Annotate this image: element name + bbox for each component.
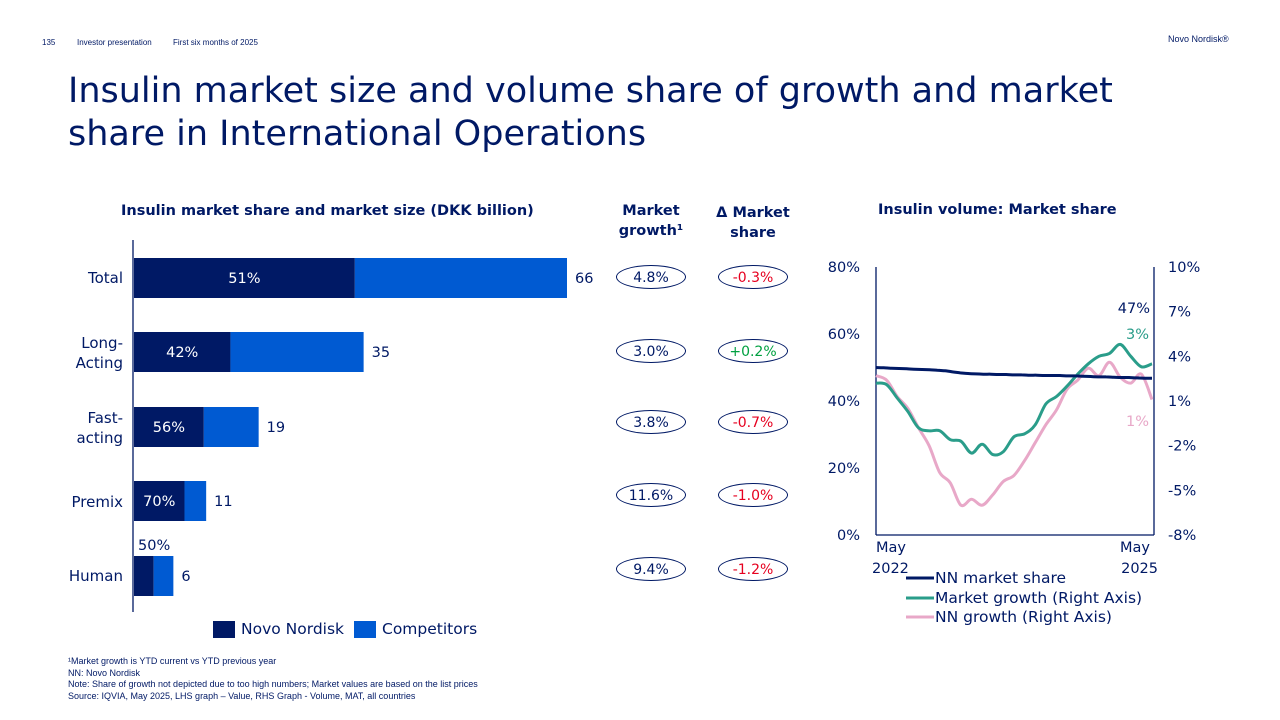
category-label-human: Human bbox=[68, 567, 123, 585]
footnote-3: Note: Share of growth not depicted due t… bbox=[68, 679, 478, 689]
left-tick-label: 40% bbox=[828, 394, 860, 410]
right-tick-label: 10% bbox=[1168, 260, 1200, 276]
right-tick-label: 4% bbox=[1168, 349, 1191, 365]
line-market-growth bbox=[875, 342, 1153, 457]
bar-share-label-premix: 70% bbox=[143, 494, 175, 510]
legend-label-1: Market growth (Right Axis) bbox=[935, 589, 1142, 607]
category-label-total: Total bbox=[87, 269, 123, 287]
bar-share-label-total: 51% bbox=[228, 271, 260, 287]
right-tick-label: -8% bbox=[1168, 528, 1196, 544]
delta-pill-human: -1.2% bbox=[718, 557, 788, 581]
right-tick-label: -2% bbox=[1168, 439, 1196, 455]
right-tick-label: -5% bbox=[1168, 483, 1196, 499]
delta-share-header: Δ Market share bbox=[716, 205, 790, 241]
legend-swatch-competitors bbox=[354, 621, 376, 638]
bar-total-label-premix: 11 bbox=[214, 494, 232, 510]
growth-pill-human: 9.4% bbox=[616, 557, 686, 581]
growth-pill-fast-acting: 3.8% bbox=[616, 410, 686, 434]
bar-novo-long-acting bbox=[134, 332, 231, 372]
end-label-market-growth: 3% bbox=[1126, 327, 1149, 343]
bar-competitors-human bbox=[153, 556, 174, 596]
bar-chart: 51% 66 42% 35 56% 19 70% 11 50% 6 bbox=[132, 240, 593, 612]
line-chart: 0% 20% 40% 60% 80% -8% -5% -2% 1% 4% 7% 10% May 2022 M… bbox=[828, 260, 1200, 626]
legend-label-0: NN market share bbox=[935, 569, 1066, 587]
legend-label-2: NN growth (Right Axis) bbox=[935, 608, 1112, 626]
line-chart-title: Insulin volume: Market share bbox=[878, 202, 1117, 218]
growth-pill-premix: 11.6% bbox=[616, 483, 686, 507]
footnotes: ¹Market growth is YTD current vs YTD pre… bbox=[68, 656, 478, 702]
bar-competitors-fast-acting bbox=[203, 407, 259, 447]
footnote-4: Source: IQVIA, May 2025, LHS graph – Val… bbox=[68, 690, 416, 701]
delta-pill-long-acting: +0.2% bbox=[718, 339, 788, 363]
bar-competitors-long-acting bbox=[230, 332, 364, 372]
page-title: Insulin market size and volume share of … bbox=[68, 71, 1113, 154]
delta-pill-total: -0.3% bbox=[718, 265, 788, 289]
left-tick-label: 80% bbox=[828, 260, 860, 276]
page-number: 135 bbox=[42, 38, 56, 47]
category-label-premix: Premix bbox=[71, 493, 123, 511]
right-tick-label: 1% bbox=[1168, 394, 1191, 410]
legend-label-novo: Novo Nordisk bbox=[241, 620, 345, 638]
bar-novo-human bbox=[134, 556, 154, 596]
line-nn-growth bbox=[875, 360, 1154, 508]
bar-total-label-human: 6 bbox=[181, 569, 190, 585]
bar-total-label-long-acting: 35 bbox=[372, 345, 390, 361]
footnote-1: ¹Market growth is YTD current vs YTD pre… bbox=[68, 656, 277, 666]
delta-pill-fast-acting: -0.7% bbox=[718, 410, 788, 434]
category-label-long-acting: Long- Acting bbox=[75, 334, 123, 372]
delta-pill-premix: -1.0% bbox=[718, 483, 788, 507]
doc-type: Investor presentation bbox=[77, 38, 152, 47]
left-tick-label: 60% bbox=[828, 327, 860, 343]
growth-pill-total: 4.8% bbox=[616, 265, 686, 289]
legend-label-competitors: Competitors bbox=[382, 620, 478, 638]
growth-pill-long-acting: 3.0% bbox=[616, 339, 686, 363]
end-label-nn-growth: 1% bbox=[1126, 414, 1149, 430]
left-tick-label: 20% bbox=[828, 461, 860, 477]
bar-competitors-premix bbox=[184, 481, 207, 521]
left-tick-label: 0% bbox=[837, 528, 860, 544]
footnote-2: NN: Novo Nordisk bbox=[68, 667, 141, 678]
end-label-nn-share: 47% bbox=[1118, 301, 1150, 317]
x-tick-start-year: 2022 bbox=[872, 561, 909, 577]
brand-label: Novo Nordisk® bbox=[1168, 34, 1229, 44]
bar-total-label-fast-acting: 19 bbox=[267, 420, 285, 436]
bar-novo-total bbox=[134, 258, 355, 298]
bar-share-label-human: 50% bbox=[138, 538, 170, 554]
bar-chart-title: Insulin market share and market size (DK… bbox=[121, 203, 534, 219]
category-label-fast-acting: Fast- acting bbox=[76, 409, 123, 447]
bar-novo-fast-acting bbox=[134, 407, 204, 447]
line-nn-market-share bbox=[875, 366, 1153, 380]
bar-total-label-total: 66 bbox=[575, 271, 593, 287]
bar-novo-premix bbox=[134, 481, 185, 521]
x-tick-start-month: May bbox=[876, 540, 906, 556]
bar-share-label-long-acting: 42% bbox=[166, 345, 198, 361]
legend-swatch-novo bbox=[213, 621, 235, 638]
bar-share-label-fast-acting: 56% bbox=[153, 420, 185, 436]
right-tick-label: 7% bbox=[1168, 305, 1191, 321]
x-tick-end-month: May bbox=[1120, 540, 1150, 556]
bar-competitors-total bbox=[354, 258, 567, 298]
x-tick-end-year: 2025 bbox=[1121, 561, 1158, 577]
market-growth-header: Market growth¹ bbox=[618, 203, 684, 239]
period-label: First six months of 2025 bbox=[173, 38, 258, 47]
